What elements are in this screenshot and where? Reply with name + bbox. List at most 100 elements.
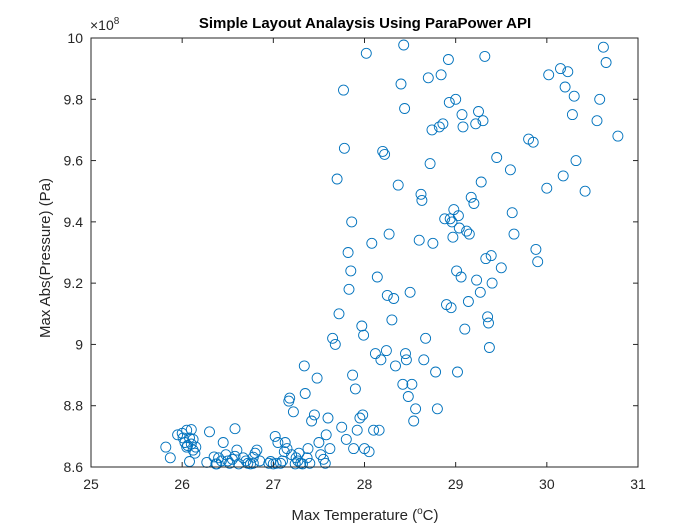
data-point	[349, 383, 361, 395]
data-point	[504, 164, 516, 176]
data-point	[164, 452, 176, 464]
data-point	[304, 457, 316, 469]
data-point	[360, 47, 372, 59]
data-point	[486, 277, 498, 289]
data-point	[181, 424, 193, 436]
data-point	[413, 234, 425, 246]
x-axis-ticks: 25 26 27 28 29 30 31	[83, 38, 646, 492]
data-point	[356, 320, 368, 332]
data-point	[530, 243, 542, 255]
data-point	[270, 457, 282, 469]
data-point	[474, 286, 486, 298]
data-point	[612, 130, 624, 142]
data-point	[301, 452, 313, 464]
data-point	[404, 286, 416, 298]
y-axis-label: Max Abs(Pressure) (Pa)	[37, 178, 54, 338]
data-point	[346, 216, 358, 228]
data-point	[379, 148, 391, 160]
y-tick-label: 9	[75, 336, 83, 352]
x-axis-label-main: Max Temperature (	[292, 507, 418, 524]
data-point	[437, 118, 449, 130]
data-point	[400, 354, 412, 366]
data-point	[463, 228, 475, 240]
data-point	[431, 403, 443, 415]
data-point	[397, 378, 409, 390]
data-point	[333, 308, 345, 320]
x-tick-label: 28	[357, 476, 373, 492]
data-point	[483, 342, 495, 353]
data-point	[211, 458, 223, 470]
data-point	[443, 96, 455, 108]
y-tick-label: 9.2	[64, 275, 84, 291]
data-point	[377, 145, 389, 157]
data-point	[322, 412, 334, 424]
chart-title: Simple Layout Analaysis Using ParaPower …	[199, 15, 531, 32]
data-point	[311, 372, 323, 384]
data-point	[406, 378, 418, 390]
data-point	[455, 271, 467, 283]
data-point	[320, 429, 332, 441]
data-point	[477, 115, 489, 127]
data-point	[338, 142, 350, 154]
data-point	[187, 444, 199, 456]
x-tick-label: 31	[630, 476, 646, 492]
data-point	[410, 403, 422, 415]
data-point	[470, 118, 482, 130]
x-tick-label: 29	[448, 476, 464, 492]
data-point	[217, 437, 229, 448]
data-point	[459, 323, 471, 335]
data-point	[351, 424, 363, 436]
data-point	[426, 124, 438, 136]
data-point	[354, 412, 366, 424]
data-point	[329, 338, 341, 350]
data-point	[473, 106, 484, 117]
data-point	[386, 314, 398, 326]
data-point	[269, 430, 281, 442]
data-point	[388, 293, 400, 304]
data-point	[279, 437, 291, 448]
data-point	[357, 409, 369, 421]
data-point	[366, 237, 378, 249]
data-point	[299, 388, 311, 399]
data-point	[306, 415, 318, 427]
data-point	[201, 456, 213, 468]
data-point	[368, 424, 380, 436]
data-point	[343, 283, 355, 295]
data-point	[527, 136, 539, 148]
data-point	[172, 429, 184, 441]
data-point	[570, 155, 582, 167]
data-point	[390, 360, 401, 372]
data-point	[371, 271, 383, 283]
data-point	[265, 456, 277, 467]
data-point	[452, 210, 464, 222]
data-point	[298, 360, 310, 372]
data-point	[579, 185, 591, 197]
svg-text:×108: ×108	[90, 16, 120, 33]
x-tick-label: 30	[539, 476, 555, 492]
data-point	[543, 69, 555, 81]
data-point	[383, 228, 395, 240]
data-point	[363, 446, 375, 458]
data-point	[483, 317, 494, 329]
data-point	[187, 433, 199, 445]
data-point	[532, 256, 544, 268]
data-point	[402, 391, 414, 402]
data-point	[422, 72, 434, 84]
y-tick-label: 8.8	[64, 398, 84, 414]
data-point	[462, 296, 474, 307]
data-point	[324, 443, 336, 455]
x-tick-label: 27	[266, 476, 282, 492]
plot-area-box	[90, 37, 639, 468]
data-point	[204, 426, 215, 438]
data-point	[278, 446, 290, 458]
data-point	[479, 50, 491, 62]
data-point	[430, 366, 442, 378]
data-point	[456, 109, 468, 121]
data-point	[284, 392, 296, 404]
y-tick-label: 9.6	[64, 153, 84, 169]
y-exponent-label: ×108	[90, 16, 120, 33]
data-point	[340, 433, 352, 445]
x-axis-label-superscript: o	[417, 506, 423, 517]
data-point	[336, 421, 348, 433]
